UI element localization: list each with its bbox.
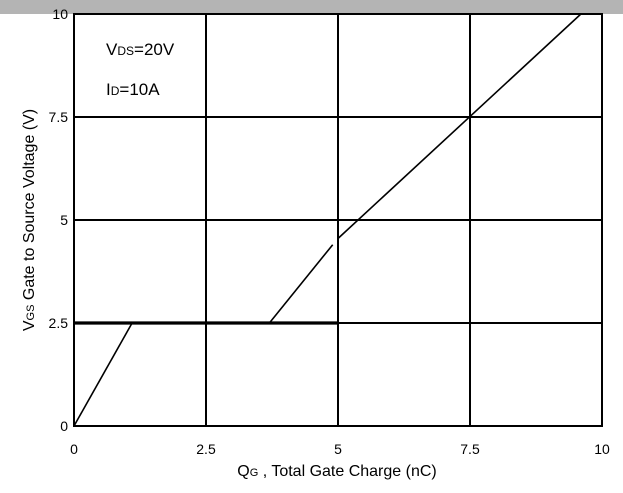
x-tick-label: 5 [334,441,342,457]
annotation-id: ID=10A [106,80,160,99]
y-tick-label: 10 [52,6,68,22]
y-tick-label: 5 [60,212,68,228]
top-border-bar [0,0,623,14]
y-tick-label: 2.5 [49,315,69,331]
series-group [73,13,582,427]
y-tick-label: 0 [60,418,68,434]
x-axis-label: QG , Total Gate Charge (nC) [237,463,436,480]
x-tick-label: 10 [594,441,610,457]
y-axis-label: VGS Gate to Source Voltage (V) [21,109,38,331]
plot-frame [73,13,603,427]
x-tick-label: 7.5 [460,441,480,457]
gate-charge-curve-segment [337,13,582,240]
tick-labels: 0 2.5 5 7.5 10 0 2.5 5 7.5 10 [49,6,610,457]
grid [74,14,602,426]
x-tick-label: 0 [70,441,78,457]
gate-charge-curve-segment [268,244,334,324]
y-tick-label: 7.5 [49,109,69,125]
annotation-vds: VDS=20V [106,40,175,59]
x-tick-label: 2.5 [196,441,216,457]
gate-charge-curve-segment [73,322,133,427]
